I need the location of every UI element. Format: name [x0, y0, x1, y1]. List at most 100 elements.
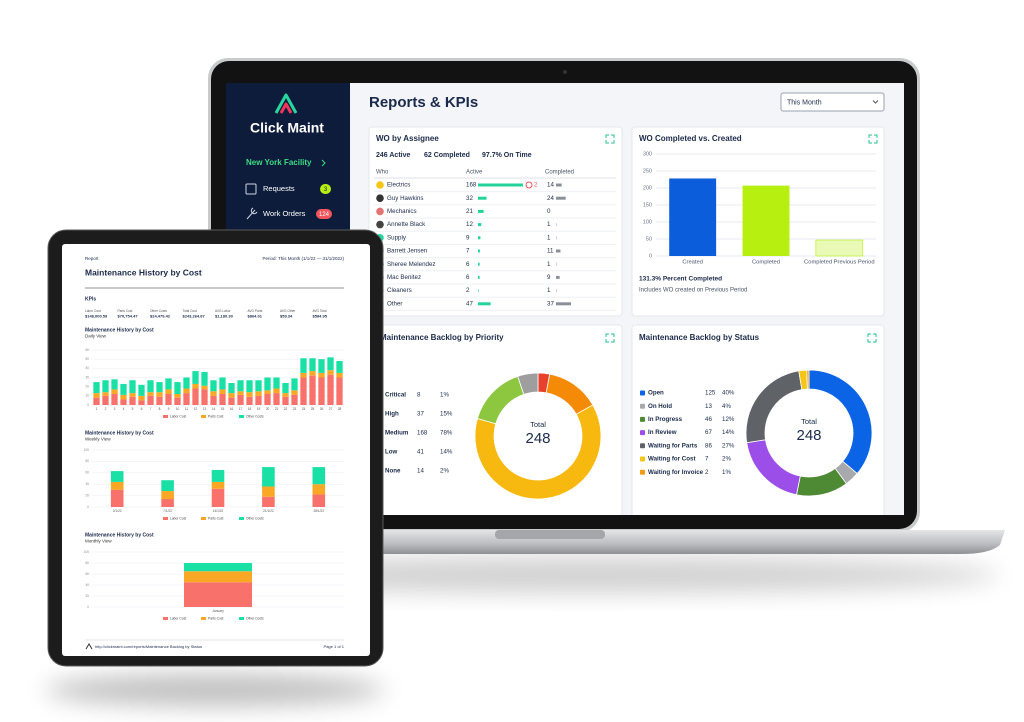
y-tick-label: 100 [84, 448, 90, 452]
chart-subtitle: Daily View [85, 334, 107, 339]
bar-segment [110, 481, 124, 490]
bar-segment [93, 393, 100, 398]
who: Mechanics [387, 208, 417, 215]
legend-percent: 40% [722, 390, 735, 397]
active-bar [478, 289, 479, 293]
active-count: 12 [466, 221, 473, 228]
bar-segment [165, 378, 172, 390]
bar-segment [312, 467, 326, 485]
y-tick-label: 50 [85, 357, 89, 361]
bar-segment [312, 484, 326, 495]
y-tick-label: 150 [643, 202, 652, 208]
kpi-value: $70,754.47 [118, 314, 139, 319]
bar-segment [156, 382, 163, 393]
bar-segment [312, 494, 326, 507]
active-bar [478, 262, 480, 266]
bar-segment [237, 391, 244, 395]
report-label: Report [85, 256, 99, 261]
bar-segment [228, 393, 235, 398]
completed-bar [556, 302, 571, 306]
nav-work-orders[interactable]: Work Orders [263, 209, 306, 218]
x-tick-label: 2/1/22 [113, 509, 122, 513]
y-tick-label: 60 [85, 471, 89, 475]
legend-label: Labor Cost [170, 415, 186, 419]
x-tick-label: 2 [105, 407, 107, 411]
legend-count: 13 [705, 403, 712, 410]
bar-segment [273, 393, 280, 405]
y-tick-label: 20 [85, 385, 89, 389]
period-select[interactable] [780, 92, 885, 112]
donut-slice [474, 404, 602, 500]
who: Sheree Melendez [387, 261, 436, 268]
nav-requests[interactable]: Requests [263, 184, 295, 193]
bar-segment [255, 380, 262, 392]
bar-segment [129, 380, 136, 394]
expand-icon[interactable] [605, 333, 615, 343]
kpi-label: Total Cost [183, 309, 197, 313]
completed-count: 9 [547, 274, 551, 281]
bar-segment [110, 489, 124, 507]
column-header: Who [376, 170, 389, 176]
x-tick-label: 10 [176, 407, 180, 411]
legend-icon [640, 456, 645, 462]
laptop-shadow [180, 557, 1000, 593]
bar-segment [273, 377, 280, 389]
legend-swatch [239, 617, 244, 620]
bar-segment [165, 394, 172, 405]
legend-label: Waiting for Invoice [648, 469, 704, 476]
bar-segment [228, 383, 235, 394]
bar-segment [156, 392, 163, 397]
badge-text: 3 [324, 187, 328, 193]
y-tick-label: 250 [643, 168, 652, 174]
legend-count: 46 [705, 416, 712, 423]
bar-segment [309, 358, 316, 372]
overdue-icon [525, 181, 533, 189]
expand-icon[interactable] [868, 134, 878, 144]
x-tick-label: 19 [257, 407, 261, 411]
active-bar [478, 249, 480, 253]
y-tick-label: 0 [87, 505, 89, 509]
kpi-heading: KPIs [85, 296, 96, 302]
x-tick-label: 1 [96, 407, 98, 411]
legend-percent: 78% [440, 430, 453, 437]
x-tick-label: 28/1/22 [313, 509, 324, 513]
bar-segment [120, 394, 127, 400]
bar-segment [183, 582, 253, 607]
bar-segment [174, 397, 181, 405]
badge [316, 209, 332, 219]
legend-swatch [201, 517, 206, 520]
bar-segment [183, 388, 190, 394]
bar-segment [318, 359, 325, 373]
avatar [376, 181, 384, 189]
kpi-label: AVG Other [280, 309, 296, 313]
y-tick-label: 20 [85, 594, 89, 598]
expand-icon[interactable] [605, 134, 615, 144]
bar-segment [93, 397, 100, 405]
bar-segment [300, 358, 307, 373]
page-title: Reports & KPIs [369, 94, 478, 111]
y-tick-label: 80 [85, 561, 89, 565]
active-bar [478, 223, 482, 227]
x-tick-label: Created [682, 260, 703, 266]
legend-label: Low [385, 449, 398, 456]
bar-segment [183, 563, 253, 572]
completed-count: 1 [547, 234, 551, 241]
summary: 246 Active [376, 152, 410, 159]
x-tick-label: 11 [185, 407, 189, 411]
x-tick-label: 25 [311, 407, 315, 411]
y-tick-label: 10 [85, 394, 89, 398]
donut-center-label: Total [801, 417, 817, 426]
legend-icon [640, 430, 645, 436]
active-count: 6 [466, 261, 470, 268]
chart-subtitle: Weekly View [85, 437, 111, 442]
x-tick-label: 20 [266, 407, 270, 411]
bar-segment [211, 481, 225, 489]
badge [320, 184, 331, 194]
active-bar [478, 183, 523, 187]
chart-title: Maintenance History by Cost [85, 327, 154, 333]
facility[interactable]: New York Facility [246, 158, 312, 167]
chart-subtitle: Monthly View [85, 539, 112, 544]
expand-icon[interactable] [867, 333, 877, 343]
legend-swatch [163, 415, 168, 418]
